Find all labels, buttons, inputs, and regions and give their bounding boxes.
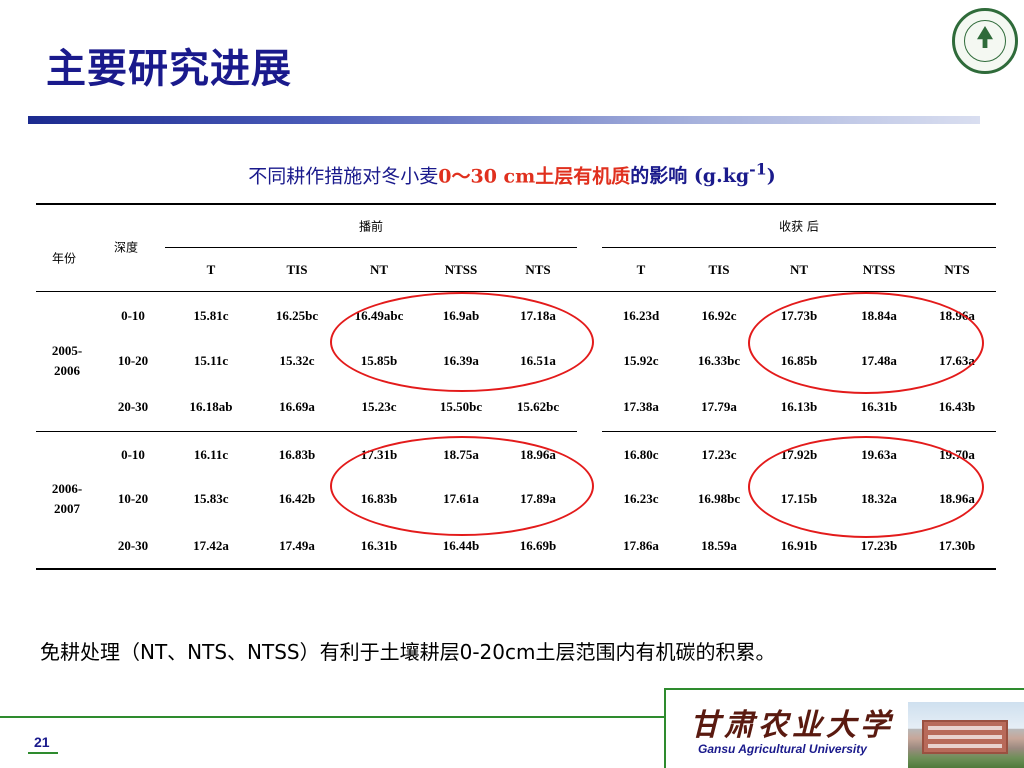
group-before-rule (165, 247, 577, 248)
value-cell-after: 16.13b (780, 399, 818, 414)
title-divider (28, 116, 980, 124)
campus-photo (908, 702, 1024, 768)
treatment-header-after: NTSS (862, 262, 896, 277)
value-cell-after: 17.86a (623, 538, 659, 553)
value-cell-before: 17.49a (279, 538, 315, 553)
value-cell-before: 15.62bc (516, 399, 560, 414)
value-cell-before: 15.50bc (439, 399, 483, 414)
caption-part-3: 的影响 (g.kg (630, 165, 750, 188)
university-english-name: Gansu Agricultural University (698, 742, 867, 756)
value-cell-before: 16.25bc (275, 308, 319, 323)
highlight-oval (330, 436, 594, 536)
value-cell-after: 17.38a (623, 399, 659, 414)
table-bottom-rule (36, 568, 996, 570)
seal-inner-ring (964, 20, 1006, 62)
depth-cell: 0-10 (121, 308, 145, 323)
year-label: 2006- 2007 (51, 481, 83, 516)
treatment-header-before: NT (369, 262, 389, 277)
value-cell-before: 15.81c (193, 308, 229, 323)
year-header: 年份 (51, 251, 77, 266)
value-cell-after: 16.98bc (697, 491, 741, 506)
value-cell-before: 15.11c (193, 353, 229, 368)
page-title: 主要研究进展 (46, 46, 292, 92)
university-calligraphy-logo: 甘肃农业大学 (690, 708, 894, 743)
treatment-header-before: NTS (525, 262, 551, 277)
treatment-header-after: TIS (708, 262, 730, 277)
value-cell-before: 16.83b (278, 447, 316, 462)
header-bottom-rule (36, 291, 996, 292)
value-cell-after: 16.92c (701, 308, 737, 323)
conclusion-note: 免耕处理（NT、NTS、NTSS）有利于土壤耕层0-20cm土层范围内有机碳的积… (40, 640, 776, 664)
highlight-oval (748, 436, 984, 538)
depth-cell: 20-30 (117, 399, 149, 414)
treatment-header-after: NT (789, 262, 809, 277)
year-label: 2005- 2006 (51, 343, 83, 378)
value-cell-before: 16.69b (519, 538, 557, 553)
group-before-header: 播前 (358, 219, 384, 234)
value-cell-before: 17.42a (193, 538, 229, 553)
value-cell-before: 15.83c (193, 491, 229, 506)
highlight-oval (330, 292, 594, 392)
value-cell-before: 16.31b (360, 538, 398, 553)
page-number-underline (28, 752, 58, 754)
treatment-header-before: T (206, 262, 216, 277)
value-cell-after: 16.43b (938, 399, 976, 414)
treatment-header-after: T (636, 262, 646, 277)
value-cell-before: 16.42b (278, 491, 316, 506)
year-divider-rule-after (602, 431, 996, 432)
depth-header: 深度 (113, 240, 139, 255)
value-cell-before: 15.23c (361, 399, 397, 414)
value-cell-before: 16.18ab (189, 399, 233, 414)
value-cell-before: 16.44b (442, 538, 480, 553)
value-cell-after: 16.80c (623, 447, 659, 462)
depth-cell: 0-10 (121, 447, 145, 462)
value-cell-before: 16.69a (279, 399, 315, 414)
page-number: 21 (34, 734, 50, 750)
treatment-header-after: NTS (944, 262, 970, 277)
campus-building (922, 720, 1008, 754)
footer-line (0, 716, 668, 718)
value-cell-after: 15.92c (623, 353, 659, 368)
value-cell-after: 18.59a (701, 538, 737, 553)
value-cell-after: 16.31b (860, 399, 898, 414)
caption-superscript: -1 (749, 160, 767, 179)
value-cell-after: 17.23c (701, 447, 737, 462)
value-cell-before: 15.32c (279, 353, 315, 368)
caption-part-1: 不同耕作措施对冬小麦 (248, 165, 439, 188)
value-cell-after: 16.23d (622, 308, 660, 323)
university-seal-logo (952, 8, 1018, 74)
table-caption: 不同耕作措施对冬小麦0～30 cm土层有机质的影响 (g.kg-1) (0, 160, 1024, 188)
value-cell-after: 16.23c (623, 491, 659, 506)
depth-cell: 10-20 (117, 353, 149, 368)
value-cell-after: 16.33bc (697, 353, 741, 368)
table-top-rule (36, 203, 996, 205)
group-after-header: 收获 后 (779, 219, 819, 234)
caption-part-2: 0～30 cm土层有机质 (438, 165, 631, 188)
group-after-rule (602, 247, 996, 248)
depth-cell: 20-30 (117, 538, 149, 553)
year-divider-rule (36, 431, 577, 432)
treatment-header-before: TIS (286, 262, 308, 277)
value-cell-after: 17.23b (860, 538, 898, 553)
depth-cell: 10-20 (117, 491, 149, 506)
value-cell-after: 17.30b (938, 538, 976, 553)
caption-part-4: ) (766, 165, 776, 188)
value-cell-after: 17.79a (701, 399, 737, 414)
treatment-header-before: NTSS (444, 262, 478, 277)
value-cell-after: 16.91b (780, 538, 818, 553)
highlight-oval (748, 292, 984, 394)
value-cell-before: 16.11c (193, 447, 229, 462)
